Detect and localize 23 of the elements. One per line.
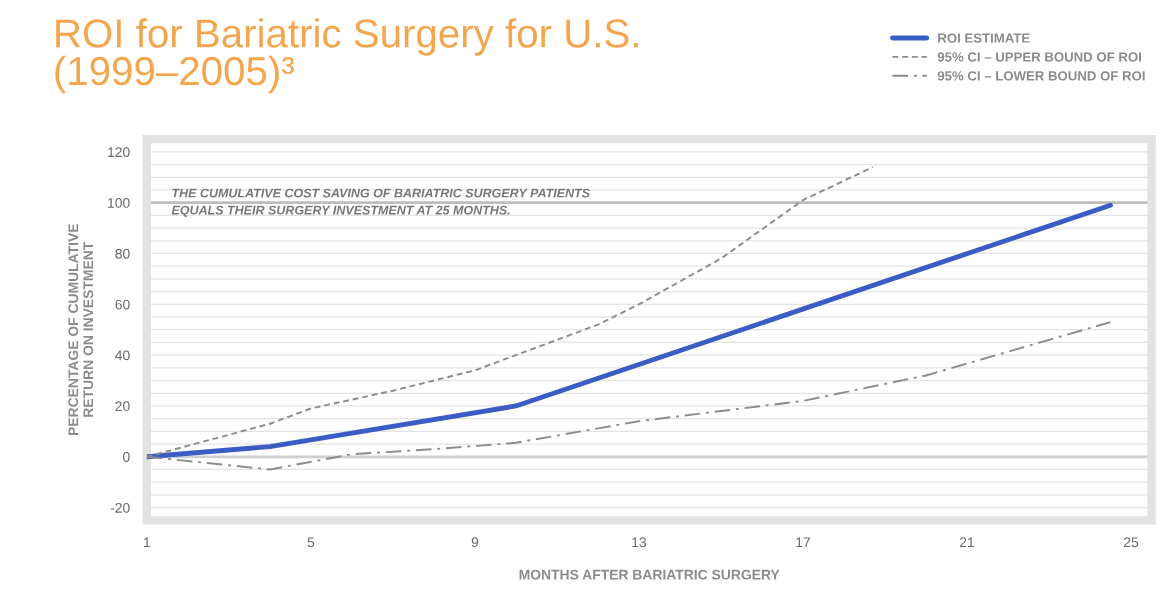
y-tick-label: 120: [108, 147, 130, 158]
y-tick-label: 20: [115, 401, 130, 412]
x-tick-label: 25: [1123, 537, 1139, 548]
y-tick-label: 100: [108, 198, 130, 208]
legend-label: 95% CI – UPPER BOUND OF ROI: [937, 52, 1141, 62]
x-tick-label: 21: [959, 537, 975, 548]
line-series: [146, 202, 1113, 460]
legend-label: ROI ESTIMATE: [938, 33, 1030, 43]
ref-line-label: THE CUMULATIVE COST SAVING OF BARIATRIC SURGERY PATIENTS EQUALS THEIR SURGERY INVESTMENT AT 25 MONTHS.: [171, 188, 590, 217]
y-tick-label: 80: [115, 248, 130, 259]
x-tick-label: 1: [144, 537, 151, 548]
y-tick-label: 60: [115, 299, 130, 310]
x-tick-label: 17: [796, 537, 810, 548]
x-tick-label: 5: [307, 537, 315, 548]
y-tick-label: 0: [123, 452, 130, 462]
chart-title: ROI for Bariatric Surgery for U.S. (1999–2005)³: [55, 18, 638, 94]
y-tick-label: 40: [115, 350, 130, 361]
x-tick-label: 9: [471, 537, 479, 548]
y-axis-title: PERCENTAGE OF CUMULATIVE RETURN ON INVESTMENT: [68, 224, 94, 436]
x-axis-title: MONTHS AFTER BARIATRIC SURGERY: [519, 569, 780, 580]
y-tick-label: -20: [110, 502, 130, 513]
x-tick-label: 13: [632, 537, 647, 548]
legend-label: 95% CI – LOWER BOUND OF ROI: [937, 71, 1145, 81]
